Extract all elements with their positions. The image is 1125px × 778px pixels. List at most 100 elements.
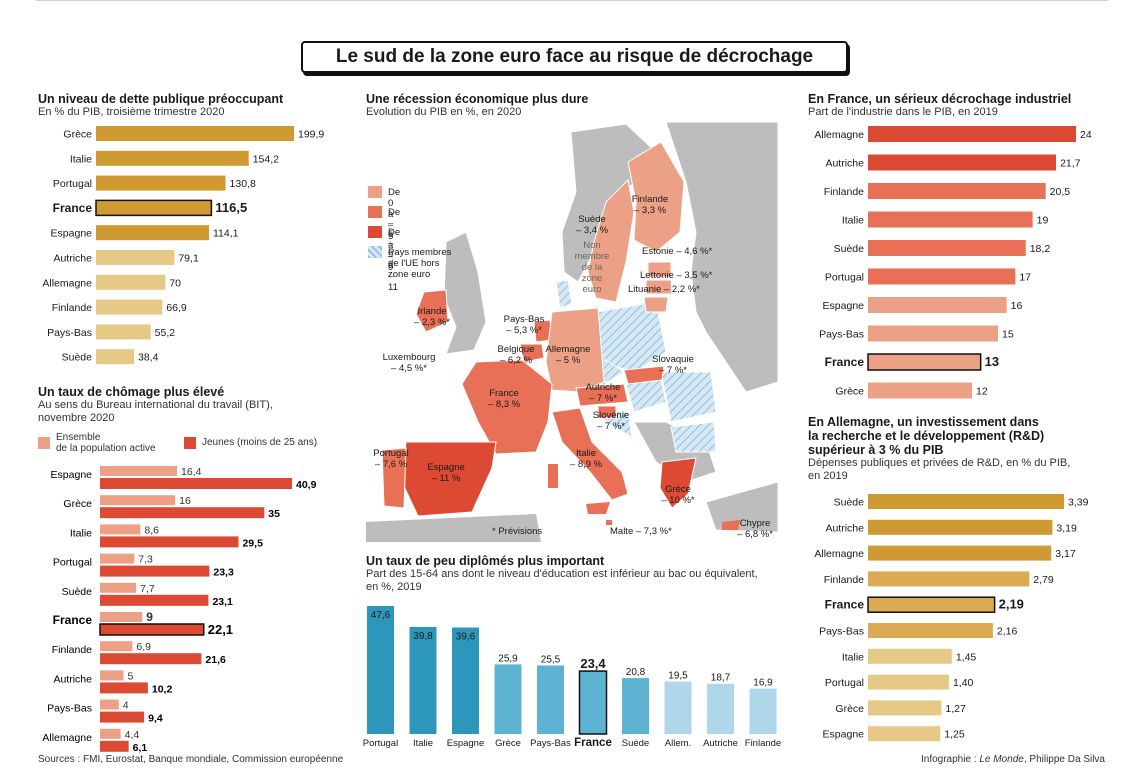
category-label: Allemagne [42,277,92,289]
map-label-slovenie: Slovénie – 7 %* [592,410,630,432]
bar-all [100,582,137,593]
data-label: 1,25 [944,729,965,741]
data-label: 70 [169,277,181,289]
data-label: 1,40 [953,677,974,689]
debt-title: Un niveau de dette publique préoccupant [38,92,284,106]
bar [96,150,249,166]
bar [96,324,151,340]
category-label: Pays-Bas [819,329,864,341]
bar [96,225,210,241]
data-label: 2,79 [1033,574,1054,586]
category-label: Grèce [63,498,92,510]
data-label-young: 23,3 [213,567,234,579]
category-label: Italie [70,527,92,539]
industry-title: En France, un sérieux décrochage industr… [808,92,1072,106]
bar [96,126,294,141]
data-label: 3,17 [1055,548,1076,560]
bar [96,349,135,365]
data-label: 19,5 [668,671,688,682]
rd-title-1: En Allemagne, un investissement dans [808,415,1039,429]
category-label: Italie [842,215,864,227]
data-label-all: 16,4 [181,466,202,478]
category-label: Espagne [51,228,93,240]
bar [95,199,213,217]
main-title: Le sud de la zone euro face au risque de… [301,41,848,73]
category-label: Italie [70,153,92,165]
data-label: 20,5 [1050,186,1071,198]
finland-region [627,141,685,253]
data-label-all: 4,4 [125,729,140,741]
bar-young [100,478,292,489]
bar [96,175,226,191]
uk-region [443,231,487,355]
industry-subtitle: Part de l'industrie dans le PIB, en 2019 [808,106,998,118]
data-label-all: 8,6 [144,524,159,536]
data-label: 18,7 [711,673,731,684]
data-label: 19 [1037,215,1049,227]
data-label: 3,19 [1056,522,1077,534]
bar-young [100,536,239,548]
map-header: Une récession économique plus dure Evolu… [366,92,786,119]
education-chart: 47,6 Portugal 39,8 Italie 39,6 Espagne 25,9 Grè… [363,606,781,749]
data-label: 39,8 [413,631,433,642]
map-label-slovaquie: Slovaquie – 7 %* [652,354,694,376]
bar [867,353,982,371]
bar [868,623,993,638]
africa-region [366,514,541,542]
map-label-malte: Malte – 7,3 %* [610,526,672,537]
data-label: 154,2 [253,153,279,165]
bar-young [100,740,129,752]
latvia-region [645,279,673,295]
category-label: Espagne [823,729,865,741]
category-label: France [53,613,93,627]
map-label-belgique: Belgique – 6,2 % [497,344,535,366]
data-label: 16,9 [753,678,773,689]
bar-all [100,728,121,739]
bar [749,688,777,734]
map-legend-label: De 0 à – 5 [388,187,401,242]
category-label: Pays-Bas [47,703,92,715]
category-label: Italie [842,651,864,663]
sweden-region [587,178,635,303]
legend-label-young: Jeunes (moins de 25 ans) [202,437,318,448]
bulgaria-region [670,421,717,453]
map-legend-label-hatch: Pays membres de l'UE hors zone euro [388,247,452,280]
bar [452,627,479,734]
data-label: 1,27 [945,703,966,715]
austria-region [575,383,629,407]
category-label: Finlande [824,186,864,198]
category-label: Grèce [835,703,864,715]
category-label: Grèce [495,738,521,749]
bar [96,250,175,265]
rd-subtitle-1: Dépenses publiques et privées de R&D, en… [808,457,1071,469]
bar [494,664,522,734]
category-label: Grèce [835,386,864,398]
bar-all [100,699,119,710]
data-label: 24 [1080,129,1092,141]
data-label: 38,4 [138,352,159,364]
bar-young [100,594,209,606]
bar-young [100,507,265,519]
malta-region [606,520,612,525]
category-label: Finlande [745,738,781,749]
data-label-young: 35 [268,508,280,520]
lithuania-region [643,296,669,313]
bar [707,683,734,734]
bar-young [100,653,202,665]
data-label: 2,16 [997,626,1018,638]
category-label: Autriche [53,253,92,265]
map-label-finlande: Finlande – 3,3 % [631,194,669,216]
cyprus-region [722,520,740,530]
sources-note: Sources : FMI, Eurostat, Banque mondiale… [38,754,344,765]
bar [868,726,941,742]
data-label: 21,7 [1060,158,1081,170]
map-label-lettonie: Lettonie – 3,5 %* [640,270,713,281]
category-label: France [825,598,865,612]
data-label-all: 7,3 [138,554,153,566]
category-label: Autriche [703,738,738,749]
legend-swatch-all [38,437,50,449]
data-label-young: 6,1 [133,742,148,754]
category-label: Portugal [53,178,92,190]
rd-header: En Allemagne, un investissement dans la … [808,415,1108,483]
data-label: 3,39 [1068,497,1089,509]
